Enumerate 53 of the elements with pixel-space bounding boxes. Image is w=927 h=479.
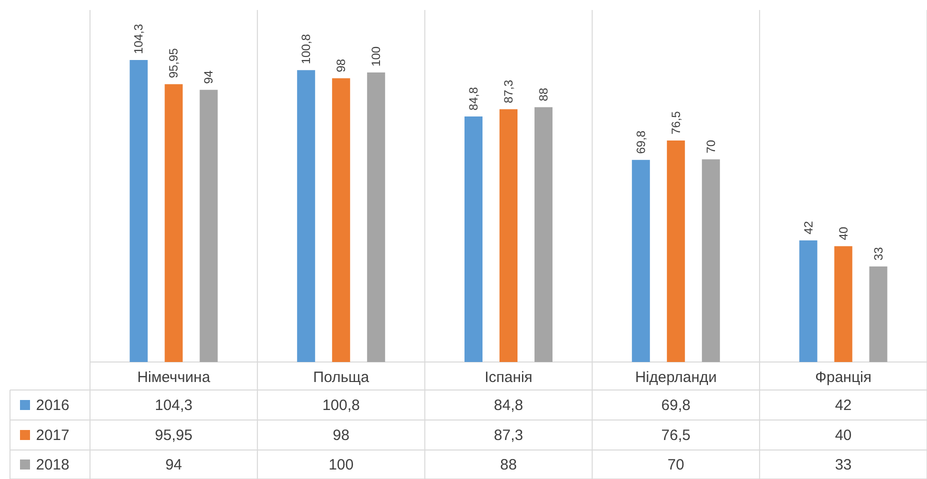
text: 84,8 xyxy=(466,87,480,110)
legend-label: 2017 xyxy=(36,427,70,444)
text: 87,3 xyxy=(502,80,516,104)
bar xyxy=(464,116,482,362)
text: 40 xyxy=(836,226,850,240)
bar xyxy=(200,90,218,362)
data-label: 76,5 xyxy=(661,427,690,444)
text: 100 xyxy=(369,46,384,66)
legend-label: 2018 xyxy=(36,456,70,474)
text: 100,8 xyxy=(299,34,314,64)
bar xyxy=(869,266,888,362)
text: 104,3 xyxy=(132,24,146,54)
data-label: 40 xyxy=(834,427,852,444)
bar xyxy=(297,70,316,362)
data-label: 104,3 xyxy=(154,397,192,414)
text: 76,5 xyxy=(668,111,683,134)
x-tick-label: Нідерланди xyxy=(635,369,717,386)
bar xyxy=(164,84,183,362)
bar xyxy=(632,160,650,362)
bar xyxy=(799,240,818,362)
text: 69,8 xyxy=(634,130,648,154)
data-label: 84,8 xyxy=(494,397,524,414)
data-label: 42 xyxy=(834,397,852,414)
data-label: 100 xyxy=(328,456,354,474)
data-label: 33 xyxy=(834,456,852,474)
bar xyxy=(534,107,552,362)
x-tick-label: Франція xyxy=(815,369,872,386)
data-label: 100,8 xyxy=(322,397,360,414)
legend-label: 2016 xyxy=(36,397,70,414)
text: 70 xyxy=(704,140,718,154)
text: 42 xyxy=(801,221,816,234)
text: 95,95 xyxy=(166,48,181,78)
bar xyxy=(332,78,350,362)
data-label: 94 xyxy=(165,456,182,474)
data-label: 88 xyxy=(500,456,517,474)
bar xyxy=(666,140,685,362)
bar xyxy=(834,246,852,362)
text: 88 xyxy=(536,88,550,102)
data-label: 98 xyxy=(332,427,350,444)
bar xyxy=(367,72,386,362)
x-tick-label: Німеччина xyxy=(137,369,211,386)
text: 33 xyxy=(871,247,886,260)
x-tick-label: Польща xyxy=(313,369,370,386)
data-label: 87,3 xyxy=(494,427,524,444)
data-label: 70 xyxy=(668,456,684,474)
x-tick-label: Іспанія xyxy=(484,369,532,386)
data-label: 95,95 xyxy=(154,427,192,444)
text: 94 xyxy=(202,70,216,84)
bar xyxy=(500,109,518,362)
text: 98 xyxy=(334,58,348,72)
bar xyxy=(702,159,720,362)
bar xyxy=(130,60,148,362)
data-label: 69,8 xyxy=(661,397,690,414)
